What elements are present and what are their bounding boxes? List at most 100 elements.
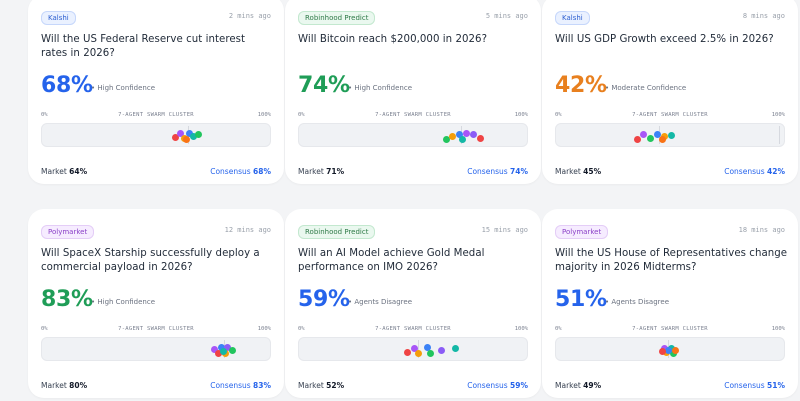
swarm-track: [298, 337, 528, 361]
agent-dot: [183, 136, 191, 143]
agent-dot: [215, 350, 223, 357]
scale-title: 7-AGENT SWARM CLUSTER: [375, 326, 451, 332]
swarm-scale: 0% 7-AGENT SWARM CLUSTER 100%: [555, 112, 785, 120]
market-card[interactable]: Robinhood Predict 5 mins ago Will Bitcoi…: [285, 0, 541, 184]
consensus-percent: 83%: [41, 287, 93, 312]
market-card[interactable]: Kalshi 8 mins ago Will US GDP Growth exc…: [542, 0, 798, 184]
market-value: Market 64%: [41, 167, 88, 176]
market-card[interactable]: Polymarket 18 mins ago Will the US House…: [542, 209, 798, 398]
agent-dot: [470, 131, 477, 138]
market-value: Market 52%: [298, 381, 345, 390]
agent-dot: [176, 130, 184, 137]
agent-dot: [647, 135, 655, 142]
swarm-scale: 0% 7-AGENT SWARM CLUSTER 100%: [298, 326, 528, 334]
agent-dot: [633, 136, 641, 143]
scale-title: 7-AGENT SWARM CLUSTER: [632, 326, 708, 332]
scale-min: 0%: [555, 326, 562, 332]
timestamp: 15 mins ago: [481, 226, 528, 234]
agent-dot: [219, 348, 227, 355]
platform-badge: Kalshi: [41, 11, 76, 25]
confidence-label: • Agents Disagree: [348, 298, 412, 306]
agent-dot: [442, 136, 450, 143]
market-card[interactable]: Kalshi 2 mins ago Will the US Federal Re…: [28, 0, 284, 184]
consensus-value: Consensus 68%: [210, 167, 271, 176]
swarm-scale: 0% 7-AGENT SWARM CLUSTER 100%: [41, 326, 271, 334]
consensus-value: Consensus 59%: [467, 381, 528, 390]
market-question: Will Bitcoin reach $200,000 in 2026?: [298, 34, 488, 45]
confidence-label: • High Confidence: [91, 84, 156, 92]
consensus-percent: 74%: [298, 73, 350, 98]
agent-dot: [403, 349, 411, 356]
scale-max: 100%: [257, 112, 271, 118]
scale-max: 100%: [771, 112, 785, 118]
scale-max: 100%: [771, 326, 785, 332]
confidence-label: • Moderate Confidence: [605, 84, 687, 92]
swarm-track: [298, 123, 528, 147]
market-question: Will US GDP Growth exceed 2.5% in 2026?: [555, 34, 774, 45]
agent-dot: [654, 131, 662, 138]
timestamp: 5 mins ago: [485, 12, 528, 20]
confidence-label: • Agents Disagree: [605, 298, 669, 306]
scale-max: 100%: [514, 112, 528, 118]
consensus-value: Consensus 83%: [210, 381, 271, 390]
market-card[interactable]: Robinhood Predict 15 mins ago Will an AI…: [285, 209, 541, 398]
agent-dot: [658, 136, 666, 143]
confidence-label: • High Confidence: [348, 84, 413, 92]
agent-dot: [410, 345, 418, 352]
market-marker: [779, 126, 781, 144]
consensus-percent: 51%: [555, 287, 607, 312]
market-question: Will SpaceX Starship successfully deploy…: [41, 248, 260, 273]
market-card[interactable]: Polymarket 12 mins ago Will SpaceX Stars…: [28, 209, 284, 398]
consensus-percent: 42%: [555, 73, 607, 98]
agent-dot: [415, 350, 423, 357]
swarm-track: [41, 337, 271, 361]
market-question: Will the US Federal Reserve cut interest…: [41, 34, 246, 59]
scale-min: 0%: [41, 112, 48, 118]
agent-dot: [190, 133, 198, 140]
scale-title: 7-AGENT SWARM CLUSTER: [118, 112, 194, 118]
swarm-scale: 0% 7-AGENT SWARM CLUSTER 100%: [555, 326, 785, 334]
agent-dot: [224, 344, 232, 351]
timestamp: 2 mins ago: [228, 12, 271, 20]
agent-dot: [667, 132, 675, 139]
agent-dot: [426, 350, 434, 357]
agent-dot: [451, 345, 459, 352]
swarm-scale: 0% 7-AGENT SWARM CLUSTER 100%: [298, 112, 528, 120]
timestamp: 8 mins ago: [742, 12, 785, 20]
agent-dot: [194, 131, 202, 138]
consensus-value: Consensus 74%: [467, 167, 528, 176]
platform-badge: Robinhood Predict: [298, 11, 376, 25]
platform-badge: Polymarket: [41, 225, 95, 239]
platform-badge: Polymarket: [555, 225, 609, 239]
scale-title: 7-AGENT SWARM CLUSTER: [632, 112, 708, 118]
agent-dot: [456, 131, 464, 138]
market-value: Market 45%: [555, 167, 602, 176]
scale-title: 7-AGENT SWARM CLUSTER: [375, 112, 451, 118]
timestamp: 12 mins ago: [224, 226, 271, 234]
swarm-track: [555, 337, 785, 361]
market-marker: [417, 340, 419, 358]
agent-dot: [217, 344, 225, 351]
swarm-track: [41, 123, 271, 147]
agent-dot: [458, 136, 466, 143]
scale-title: 7-AGENT SWARM CLUSTER: [118, 326, 194, 332]
agent-dot: [228, 347, 236, 354]
agent-dot: [476, 135, 484, 142]
agent-dot: [438, 347, 446, 354]
confidence-label: • High Confidence: [91, 298, 156, 306]
agent-dot: [424, 344, 432, 351]
market-question: Will the US House of Representatives cha…: [555, 248, 788, 273]
agent-dot: [665, 347, 673, 354]
consensus-value: Consensus 51%: [724, 381, 785, 390]
agent-dot: [658, 348, 666, 355]
agent-dot: [171, 134, 179, 141]
timestamp: 18 mins ago: [738, 226, 785, 234]
scale-min: 0%: [298, 112, 305, 118]
swarm-track: [555, 123, 785, 147]
agent-dot: [463, 130, 471, 137]
platform-badge: Kalshi: [555, 11, 590, 25]
consensus-percent: 68%: [41, 73, 93, 98]
market-value: Market 71%: [298, 167, 345, 176]
agent-dot: [210, 346, 218, 353]
